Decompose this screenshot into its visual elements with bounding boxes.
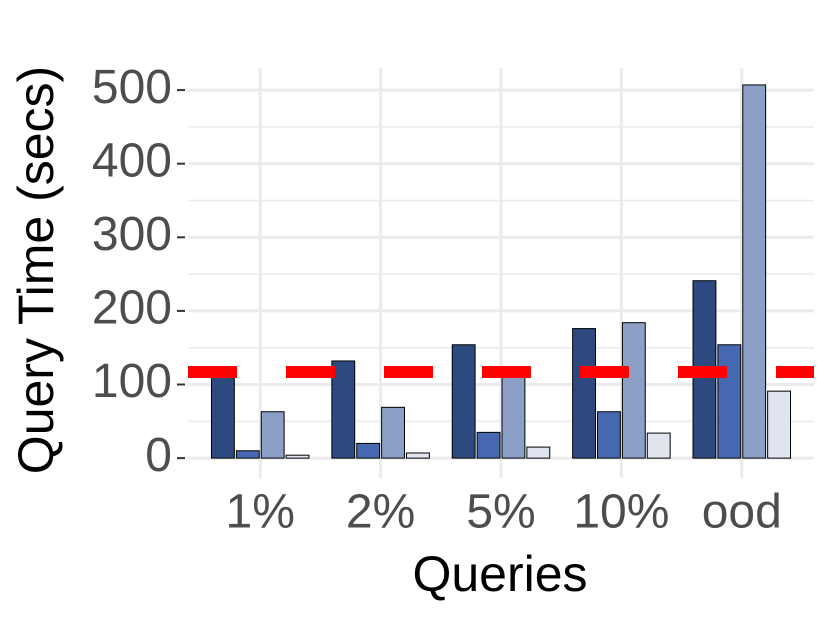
y-tick-label: 0 xyxy=(145,429,172,482)
bar xyxy=(210,370,235,459)
x-tick-label: 10% xyxy=(573,486,669,539)
bar xyxy=(285,454,310,459)
bar xyxy=(646,432,671,459)
x-tick-label: ood xyxy=(702,486,782,539)
bar xyxy=(451,344,476,459)
bar xyxy=(406,452,430,459)
y-axis-title: Query Time (secs) xyxy=(8,66,64,474)
x-tick-label: 5% xyxy=(466,486,535,539)
y-tick-label: 100 xyxy=(92,355,172,408)
x-tick-label: 1% xyxy=(226,486,295,539)
bar xyxy=(501,376,526,459)
bar xyxy=(235,450,260,459)
bar xyxy=(356,442,381,459)
bar xyxy=(621,322,646,459)
bar xyxy=(331,360,356,459)
bar xyxy=(717,344,742,459)
y-tick-label: 200 xyxy=(92,282,172,335)
x-tick-label: 2% xyxy=(346,486,415,539)
y-tick-label: 500 xyxy=(92,61,172,114)
bar xyxy=(381,406,405,459)
x-axis-title: Queries xyxy=(412,546,587,602)
bar xyxy=(476,431,501,459)
y-tick-label: 300 xyxy=(92,208,172,261)
bar xyxy=(767,390,792,459)
bar xyxy=(572,328,596,459)
bar xyxy=(597,411,621,459)
bar xyxy=(526,446,551,459)
bar xyxy=(742,84,767,459)
y-tick-label: 400 xyxy=(92,134,172,187)
bar xyxy=(260,411,285,459)
